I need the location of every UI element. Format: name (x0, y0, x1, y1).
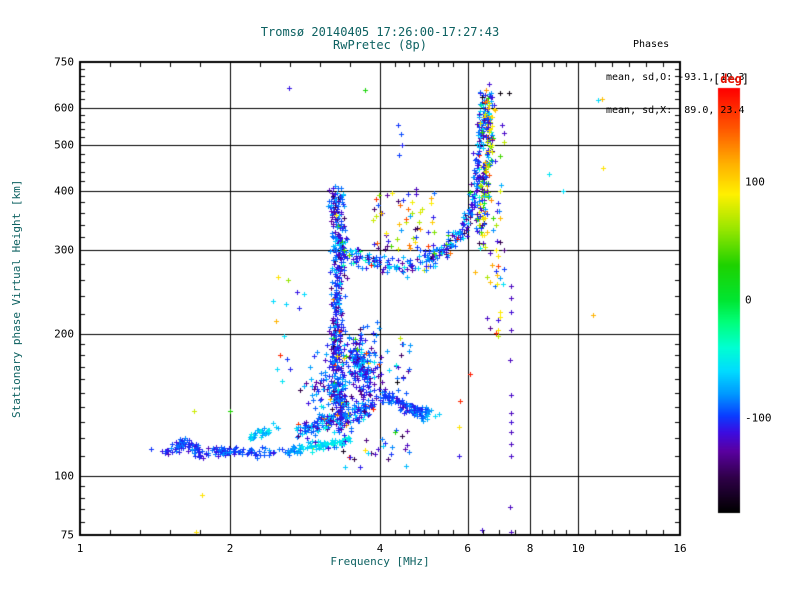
phase-stats-block: Phases mean, sd,O: -93.1, 19.3 mean, sd,… (606, 17, 744, 138)
colorbar-unit-open-bracket: [ (713, 72, 721, 86)
y-tick-label: 75 (60, 528, 74, 542)
y-tick-label: 200 (54, 327, 74, 341)
x-tick-label: 16 (673, 542, 687, 555)
y-tick-label: 400 (54, 184, 74, 198)
colorbar-tick-label: 0 (745, 293, 752, 307)
plot-title: Tromsø 20140405 17:26:00-17:27:43 (260, 25, 500, 39)
y-tick-label: 600 (54, 101, 74, 115)
y-tick-label: 500 (54, 138, 74, 152)
colorbar-unit-label: [deg] (713, 72, 749, 86)
x-tick-label: 4 (376, 542, 384, 555)
x-tick-label: 1 (76, 542, 84, 555)
colorbar-tick-label: -100 (745, 411, 772, 425)
colorbar-unit-text: deg (720, 72, 742, 86)
y-tick-label: 300 (54, 243, 74, 257)
plot-subtitle: RwPretec (8p) (333, 38, 427, 52)
x-tick-label: 2 (226, 542, 234, 555)
x-tick-label: 10 (571, 542, 585, 555)
x-tick-label: 6 (464, 542, 472, 555)
y-axis-label: Stationary phase Virtual Height [km] (10, 179, 23, 419)
colorbar-tick-label: 100 (745, 175, 765, 189)
x-tick-label: 8 (526, 542, 534, 555)
y-tick-label: 100 (54, 469, 74, 483)
phase-stats-heading: Phases (633, 39, 670, 50)
y-tick-label: 750 (54, 55, 74, 69)
colorbar-unit-close-bracket: ] (741, 72, 750, 86)
phase-stats-o-line: mean, sd,O: -93.1, 19.3 (606, 72, 745, 83)
x-axis-label: Frequency [MHz] (330, 555, 430, 568)
phase-stats-x-line: mean, sd,X: 89.0, 23.4 (606, 105, 745, 116)
